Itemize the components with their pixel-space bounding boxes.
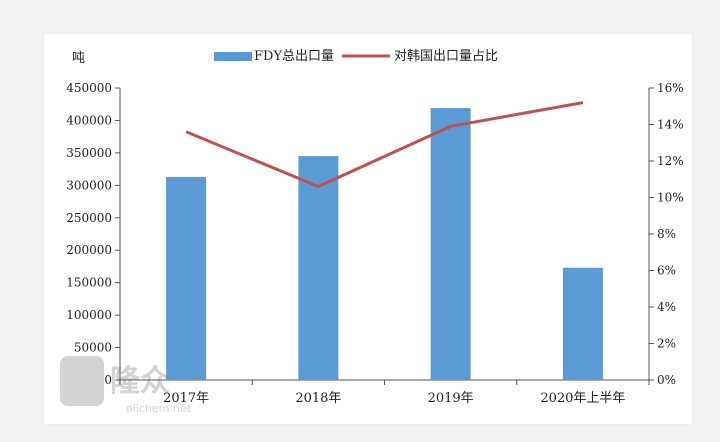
legend-label-bar: FDY总出口量 xyxy=(254,49,334,64)
bar xyxy=(298,156,339,380)
y-left-tick-label: 450000 xyxy=(66,81,112,95)
y-unit-label: 吨 xyxy=(72,51,85,66)
y-left-tick-label: 350000 xyxy=(66,146,112,160)
legend-swatch-bar xyxy=(214,52,252,61)
chart: 0 50000 100000 150000 200000 250000 300000 3500… xyxy=(60,49,684,415)
y-left-tick-label: 250000 xyxy=(66,211,112,225)
y-left-tick-label: 300000 xyxy=(66,178,112,192)
y-right-tick-label: 0% xyxy=(657,373,676,387)
bars xyxy=(166,108,603,381)
x-tick-label: 2020年上半年 xyxy=(540,391,625,406)
y-right-tick-label: 6% xyxy=(657,264,676,278)
axes: 0 50000 100000 150000 200000 250000 300000 3500… xyxy=(66,81,683,406)
x-tick-label: 2018年 xyxy=(295,391,341,406)
y-left-tick-label: 100000 xyxy=(66,308,112,322)
bar xyxy=(166,176,207,380)
legend: FDY总出口量 对韩国出口量占比 xyxy=(214,49,498,64)
x-tick-label: 2019年 xyxy=(428,391,474,406)
y-left-tick-label: 150000 xyxy=(66,276,112,290)
watermark-url: oilchem.net xyxy=(126,402,192,415)
y-left-tick-label: 50000 xyxy=(74,341,112,355)
y-right-tick-label: 12% xyxy=(657,154,684,168)
y-left-tick-label: 200000 xyxy=(66,243,112,257)
x-tick-label: 2017年 xyxy=(163,391,209,406)
ratio-series-line xyxy=(185,101,584,189)
legend-label-line: 对韩国出口量占比 xyxy=(394,49,498,64)
y-right-tick-label: 8% xyxy=(657,227,676,241)
watermark: 隆众 oilchem.net xyxy=(60,356,192,415)
watermark-brand: 隆众 xyxy=(110,364,170,399)
y-right-tick-label: 4% xyxy=(657,300,676,314)
y-left-tick-label: 0 xyxy=(104,373,112,387)
y-right-tick-label: 2% xyxy=(657,337,676,351)
bar xyxy=(430,108,471,381)
y-right-tick-label: 16% xyxy=(657,81,684,95)
chart-frame: 0 50000 100000 150000 200000 250000 300000 3500… xyxy=(44,34,692,424)
y-right-tick-label: 14% xyxy=(657,118,684,132)
y-right-tick-label: 10% xyxy=(657,191,684,205)
bar xyxy=(562,267,603,380)
ratio-line xyxy=(185,101,584,189)
watermark-logo-icon xyxy=(60,356,104,406)
y-left-tick-label: 400000 xyxy=(66,113,112,127)
